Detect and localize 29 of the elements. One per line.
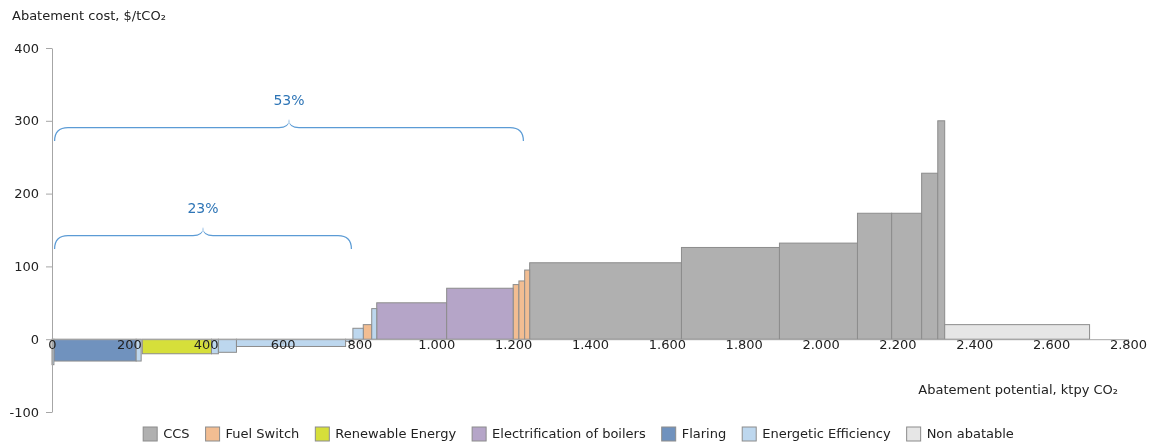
x-tick-label: 2.800 bbox=[1109, 337, 1148, 353]
legend-label: Energetic Efficiency bbox=[762, 426, 891, 441]
x-tick-label: 1.800 bbox=[725, 337, 763, 353]
x-tick-label: 1.200 bbox=[495, 337, 533, 353]
x-tick-label: 2.600 bbox=[1033, 337, 1071, 353]
y-tick-label: 100 bbox=[14, 259, 39, 275]
annotation: 53% bbox=[273, 92, 305, 108]
x-tick-label: 2.200 bbox=[879, 337, 917, 353]
annotation: 23% bbox=[187, 200, 219, 216]
x-tick-label: 2.000 bbox=[802, 337, 840, 353]
x-tick-label: 1.400 bbox=[571, 337, 610, 353]
legend-label: Electrification of boilers bbox=[492, 426, 646, 441]
x-axis-title: Abatement potential, ktpy CO₂ bbox=[918, 382, 1118, 397]
legend-label: Non abatable bbox=[926, 426, 1014, 441]
x-tick-label: 200 bbox=[116, 337, 142, 353]
x-tick-label: 800 bbox=[347, 337, 373, 353]
y-tick-label: 400 bbox=[14, 40, 39, 56]
legend-label: Fuel Switch bbox=[225, 426, 300, 441]
y-tick-label: 300 bbox=[14, 113, 39, 129]
legend-label: CCS bbox=[163, 426, 190, 441]
x-tick-label: 600 bbox=[270, 337, 296, 353]
x-tick-label: 2.400 bbox=[956, 337, 994, 353]
x-tick-label: 1.000 bbox=[418, 337, 456, 353]
y-tick-label: -100 bbox=[9, 404, 39, 420]
legend-label: Renewable Energy bbox=[335, 426, 457, 441]
y-tick-label: 200 bbox=[14, 186, 39, 202]
legend-label: Flaring bbox=[681, 426, 727, 441]
x-tick-label: 1.600 bbox=[648, 337, 686, 353]
y-axis-title: Abatement cost, $/tCO₂ bbox=[12, 8, 166, 23]
